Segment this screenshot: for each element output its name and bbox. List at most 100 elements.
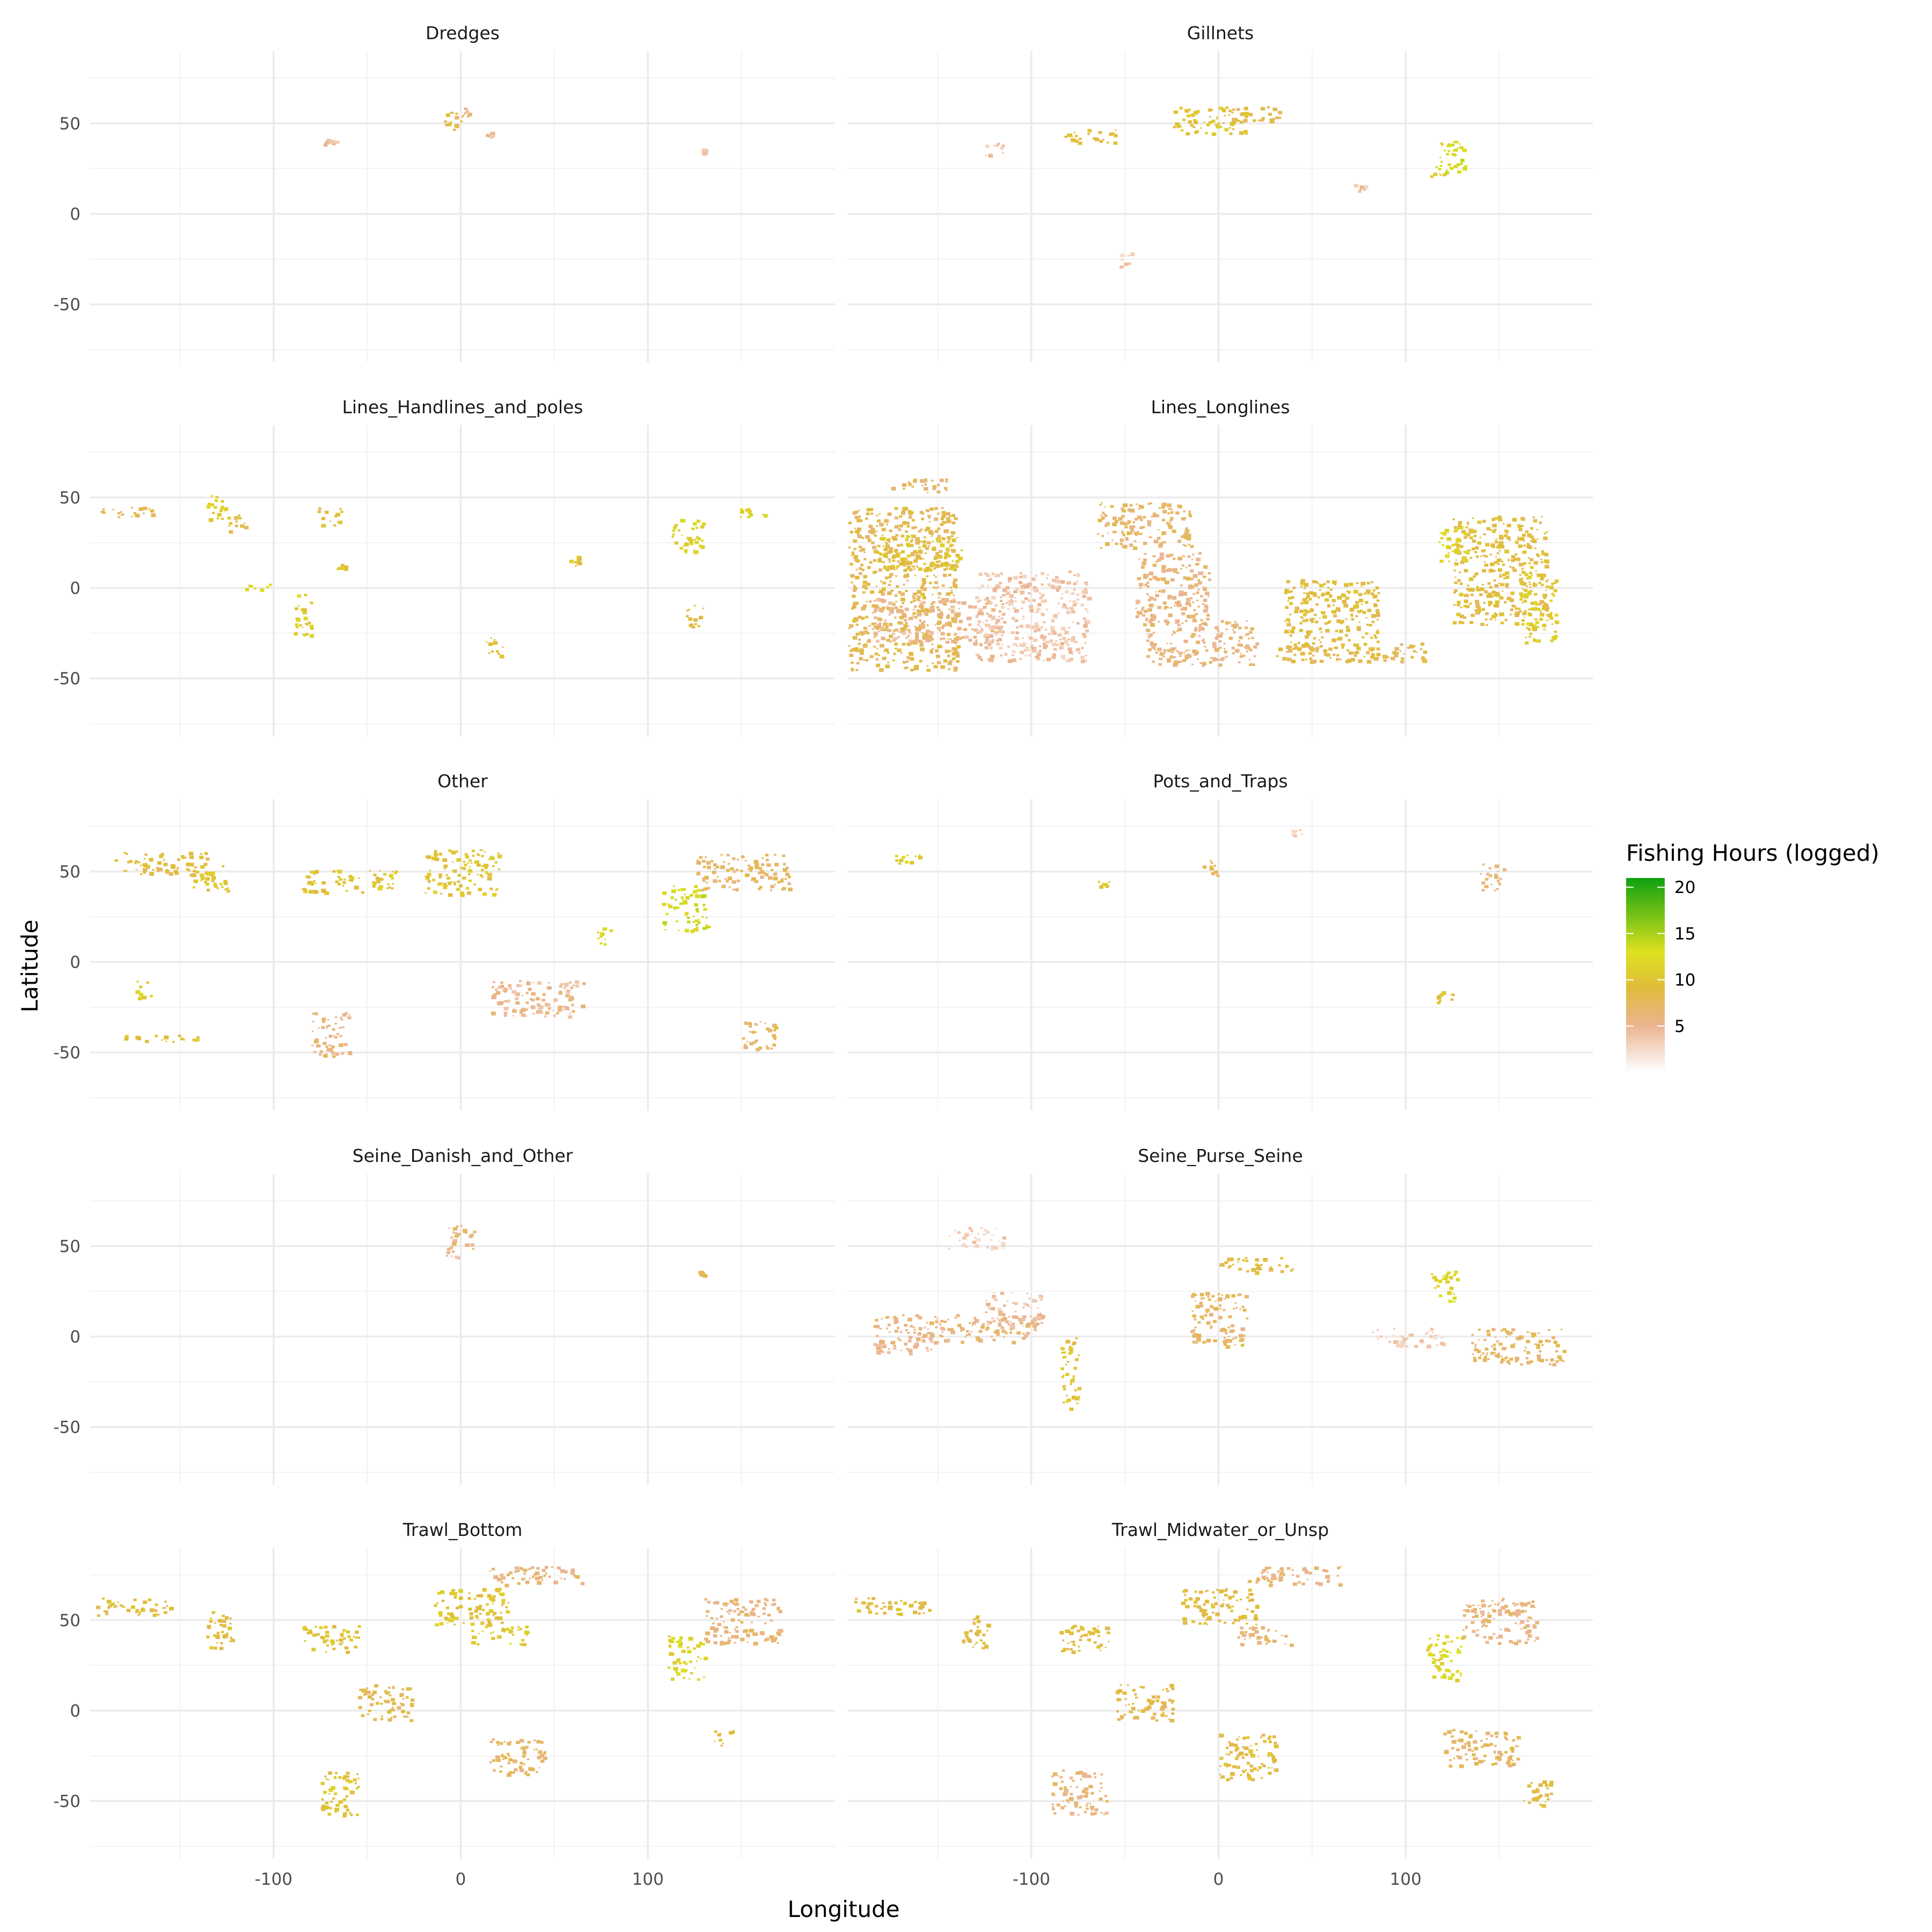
raster-cell [123,870,125,872]
raster-cell [1205,649,1209,652]
raster-cell [700,525,705,529]
raster-cell [548,982,550,984]
raster-cell [1543,628,1546,631]
raster-cell [355,1636,358,1639]
raster-cell [599,935,603,938]
raster-cell [681,1650,686,1653]
raster-cell [204,881,208,884]
raster-cell [350,876,355,880]
raster-cell [1199,1301,1203,1305]
raster-cell [728,886,731,888]
raster-cell [1031,1319,1034,1321]
raster-cell [1239,643,1243,647]
raster-cell [472,1248,474,1250]
raster-cell [1511,604,1514,608]
raster-cell [1295,830,1298,832]
raster-cell [777,864,779,866]
raster-cell [879,523,884,526]
raster-cell [1501,561,1504,563]
raster-cell [1164,605,1167,609]
raster-cell [696,924,698,926]
raster-cell [1484,1348,1489,1351]
raster-cell [144,1040,149,1043]
raster-cell [1523,616,1525,618]
raster-cell [1331,610,1337,614]
raster-cell [495,889,497,891]
raster-cell [560,983,564,986]
raster-cell [1020,585,1026,589]
raster-cell [937,620,942,624]
raster-cell [1066,1395,1068,1396]
raster-cell [142,996,147,1000]
raster-cell [1505,583,1509,587]
raster-cell [732,857,736,860]
raster-cell [1234,621,1237,623]
raster-cell [1162,567,1164,569]
raster-cell [1468,588,1472,591]
raster-cell [1551,582,1554,586]
raster-cell [1541,552,1546,555]
raster-cell [1000,147,1004,150]
raster-cell [989,625,993,629]
raster-cell [1062,593,1064,595]
raster-cell [917,590,922,594]
raster-cell [1423,650,1428,654]
raster-cell [1012,1302,1014,1304]
raster-cell [902,613,906,617]
raster-cell [1501,1358,1505,1362]
raster-cell [936,538,941,542]
raster-cell [919,626,923,630]
raster-cell [1197,579,1201,581]
raster-cell [1005,602,1008,604]
raster-cell [488,642,493,646]
raster-cell [150,994,153,998]
raster-cell [695,526,698,529]
raster-cell [467,869,473,873]
raster-cell [1202,661,1205,664]
raster-cell [1485,612,1489,616]
raster-cell [787,882,791,885]
raster-cell [478,1633,480,1635]
raster-cell [1124,525,1128,529]
raster-cell [954,637,958,641]
raster-cell [467,113,472,116]
raster-cell [1447,145,1449,148]
raster-cell [1490,883,1492,885]
raster-cell [1183,639,1188,643]
raster-cell [1475,555,1479,558]
raster-cell [1434,1334,1437,1337]
raster-cell [1163,649,1167,652]
raster-cell [188,852,194,856]
raster-cell [1361,603,1363,605]
raster-cell [906,854,909,857]
raster-cell [1070,1351,1073,1353]
raster-cell [1536,1357,1541,1360]
raster-cell [1001,643,1004,645]
raster-cell [1439,532,1442,534]
raster-cell [1464,559,1468,563]
raster-cell [992,587,996,590]
raster-cell [881,599,886,603]
raster-cell [1359,598,1364,603]
raster-cell [341,1027,343,1029]
raster-cell [943,601,945,603]
raster-cell [1248,663,1252,667]
raster-cell [875,1319,879,1322]
raster-cell [874,570,877,573]
raster-cell [103,1610,106,1612]
raster-cell [878,591,880,594]
raster-cell [429,869,431,872]
raster-cell [1526,577,1530,580]
raster-cell [896,585,899,588]
raster-cell [928,517,931,519]
raster-cell [1373,603,1377,606]
raster-cell [688,1637,693,1641]
raster-cell [1136,599,1140,604]
raster-cell [1173,558,1176,560]
raster-cell [1072,600,1076,603]
raster-cell [1191,1310,1194,1312]
raster-cell [971,628,974,631]
raster-cell [1132,521,1136,524]
raster-cell [1070,1383,1072,1385]
raster-cell [962,1243,965,1246]
